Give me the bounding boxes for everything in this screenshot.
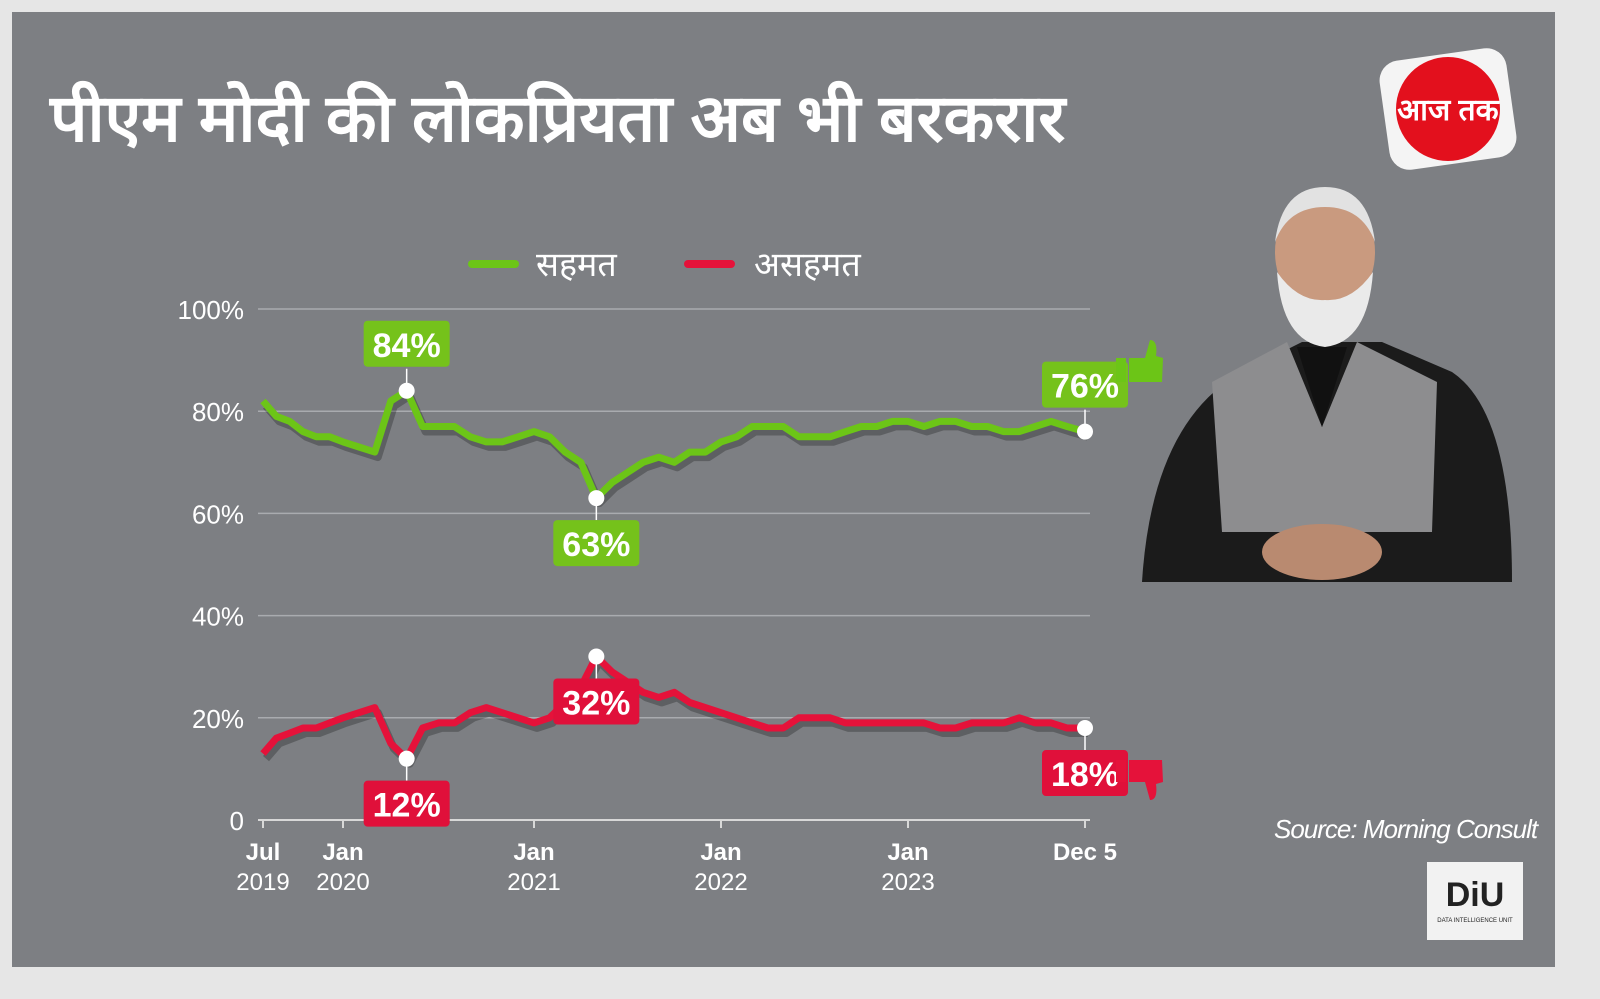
person-photo [1142,187,1512,582]
x-tick-year: 2019 [236,869,289,896]
x-tick-label: Jul [246,839,281,866]
data-label: 76% [1042,361,1128,408]
diu-logo: DiU DATA INTELLIGENCE UNIT [1427,862,1523,940]
data-point-marker [1077,423,1093,440]
source-note: Source: Morning Consult [1274,814,1538,844]
data-label: 12% [363,780,450,827]
approve-line [260,387,1086,502]
x-tick-label: Jan [513,839,554,866]
x-tick-label: Dec 5 [1053,839,1117,866]
aajtak-logo: आज तक [1379,48,1517,170]
data-point-marker [588,648,605,665]
y-tick-label: 0 [230,806,244,836]
data-point-marker [398,382,415,399]
x-tick-year: 2021 [507,869,560,896]
data-label-text: 76% [1051,368,1119,406]
y-tick-label: 60% [192,499,244,529]
data-label-text: 12% [373,787,441,825]
y-tick-label: 20% [192,704,244,734]
x-tick-label: Jan [322,839,363,866]
data-point-marker [588,490,605,507]
legend-label-approve: सहमत [536,246,617,284]
x-tick-label: Jan [887,839,928,866]
data-label-text: 63% [562,526,630,564]
x-tick-year: 2020 [316,869,369,896]
data-label: 84% [363,320,450,367]
thumbs-down-icon [1116,760,1163,800]
data-label: 18% [1042,750,1128,797]
data-label-text: 32% [562,684,630,722]
y-tick-label: 80% [192,397,244,427]
data-point-marker [1077,720,1093,737]
legend: सहमत असहमत [468,246,861,284]
data-point-marker [398,750,415,767]
y-tick-label: 100% [178,295,245,325]
infographic-panel: पीएम मोदी की लोकप्रियता अब भी बरकरार आज … [12,12,1555,967]
data-label: 63% [553,520,640,567]
disapprove-line [260,653,1085,763]
legend-label-disapprove: असहमत [754,246,861,284]
diu-logo-subtext: DATA INTELLIGENCE UNIT [1437,918,1513,924]
data-label-text: 18% [1051,756,1119,794]
x-tick-year: 2023 [881,869,934,896]
thumbs-up-icon [1116,340,1163,382]
data-label-text: 84% [373,327,441,365]
diu-logo-text: DiU [1445,876,1505,914]
x-tick-label: Jan [700,839,741,866]
page-title: पीएम मोदी की लोकप्रियता अब भी बरकरार [50,81,1066,155]
y-tick-label: 40% [192,602,244,632]
thumb-icons [1116,340,1163,800]
data-label: 32% [553,678,640,725]
x-tick-year: 2022 [694,869,747,896]
aajtak-logo-text: आज तक [1397,94,1499,127]
